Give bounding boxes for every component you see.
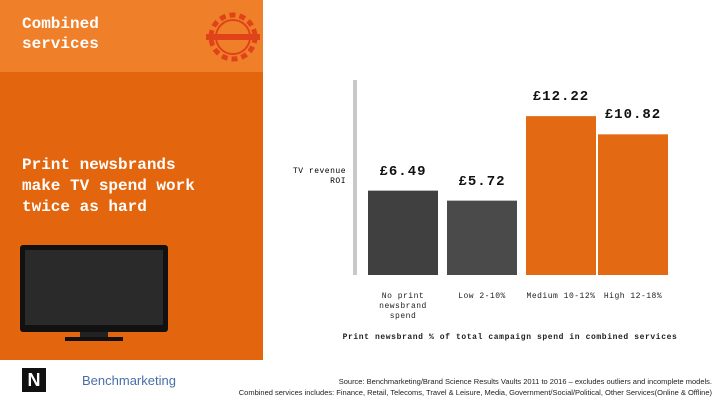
value-label: £5.72 [458, 173, 506, 190]
x-axis-label: Print newsbrand % of total campaign spen… [342, 333, 678, 342]
svg-text:N: N [28, 370, 41, 390]
value-label: £10.82 [604, 107, 662, 124]
x-tick-label: Low 2-10% [458, 292, 506, 301]
logo-text: Benchmarketing [82, 373, 176, 388]
bar [447, 200, 517, 275]
x-tick-label: No print newsbrand spend [379, 292, 427, 321]
gear-icon [206, 12, 260, 62]
bar [526, 116, 596, 275]
value-label: £6.49 [379, 163, 427, 180]
bar [368, 190, 438, 275]
y-axis-label: TV revenue ROI [292, 167, 346, 186]
x-tick-label: Medium 10-12% [526, 292, 596, 301]
x-tick-label: High 12-18% [603, 292, 663, 301]
value-label: £12.22 [532, 89, 590, 106]
newsworks-logo: N [22, 368, 46, 392]
source-line: Source: Benchmarketing/Brand Science Res… [338, 377, 712, 386]
source: Source: Benchmarketing/Brand Science Res… [160, 376, 712, 398]
slide-title: Combined services [22, 15, 99, 53]
headline: Print newsbrands make TV spend work twic… [22, 156, 195, 216]
tv-icon [20, 245, 168, 341]
source-line: Combined services includes: Finance, Ret… [238, 388, 712, 397]
bar [598, 134, 668, 275]
